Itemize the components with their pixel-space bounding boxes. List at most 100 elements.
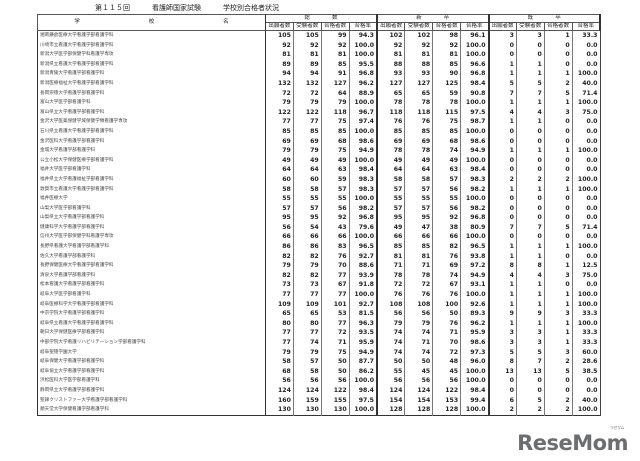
examinees-cell: 4 xyxy=(516,270,545,281)
pass-rate-cell: 0.0 xyxy=(572,203,601,214)
applicants-cell: 82 xyxy=(265,270,294,281)
applicants-cell: 72 xyxy=(377,280,406,291)
pass-rate-cell: 100.0 xyxy=(349,126,378,137)
applicants-cell: 79 xyxy=(265,261,294,271)
examinees-cell: 66 xyxy=(404,232,434,243)
passers-cell: 55 xyxy=(432,194,462,204)
examinees-cell: 0 xyxy=(516,203,545,214)
pass-rate-cell: 94.9 xyxy=(460,146,490,156)
examinees-cell: 1 xyxy=(516,318,545,329)
passers-cell: 76 xyxy=(321,251,350,262)
pass-rate-cell: 33.3 xyxy=(572,30,601,41)
table-row: 富山県立大学看護学部看護学科 122 122 118 96.7 118 118 115 97.5… xyxy=(37,107,601,118)
pass-rate-cell: 40.0 xyxy=(572,78,601,89)
examinees-cell: 5 xyxy=(516,347,545,358)
applicants-cell: 95 xyxy=(377,213,406,223)
applicants-cell: 77 xyxy=(265,290,294,300)
school-name: 石川県立看護大学看護学部看護学科 xyxy=(37,126,266,137)
pass-rate-cell: 100.0 xyxy=(460,405,490,416)
examinees-cell: 2 xyxy=(516,405,545,416)
school-name: 新潟県立看護大学看護学部看護学科 xyxy=(37,59,266,70)
applicants-cell: 108 xyxy=(377,299,406,310)
applicants-cell: 7 xyxy=(488,222,517,233)
pass-rate-cell: 96.0 xyxy=(460,357,490,367)
examinees-cell: 9 xyxy=(516,309,545,319)
passers-cell: 0 xyxy=(544,385,573,396)
group-header: 総 数 xyxy=(265,14,378,23)
passers-cell: 0 xyxy=(544,40,573,51)
examinees-cell: 82 xyxy=(293,270,322,281)
passers-cell: 38 xyxy=(432,222,462,233)
passers-cell: 81 xyxy=(432,50,462,60)
examinees-cell: 54 xyxy=(293,222,322,233)
applicants-cell: 66 xyxy=(377,232,406,243)
school-name: 金沢医科大学看護学部看護学科 xyxy=(37,136,266,147)
pass-rate-cell: 88.9 xyxy=(349,88,378,99)
pass-rate-cell: 38.5 xyxy=(572,366,601,377)
pass-rate-cell: 97.4 xyxy=(349,117,378,127)
pass-rate-cell: 86.2 xyxy=(349,366,378,377)
passers-cell: 68 xyxy=(321,136,350,147)
applicants-cell: 95 xyxy=(265,213,294,223)
table-row: 静岡県立大学看護学部看護学科 124 124 122 98.4 124 124 122 98.4… xyxy=(37,385,601,396)
school-name-header: 学校名 xyxy=(37,14,266,31)
examinees-cell: 64 xyxy=(293,165,322,175)
pass-rate-cell: 0.0 xyxy=(572,213,601,223)
pass-rate-cell: 100.0 xyxy=(349,290,378,300)
table-row: 順天堂大学保健看護学部看護学科 130 130 130 100.0 128 128 128 10… xyxy=(37,405,601,416)
table-row: 佐久大学看護学部看護学科 82 82 76 92.7 81 81 76 93.8 1 1 0 0.0 xyxy=(37,251,601,262)
table-row: 中部学院大学看護リハビリテーション学部看護学科 77 74 71 95.9 74 71 70 9… xyxy=(37,338,601,348)
pass-rate-cell: 96.8 xyxy=(460,69,490,79)
pass-rate-cell: 60.0 xyxy=(572,347,601,358)
passers-cell: 2 xyxy=(544,405,573,416)
applicants-cell: 8 xyxy=(488,357,517,367)
examinees-cell: 0 xyxy=(516,136,545,147)
pass-rate-cell: 92.6 xyxy=(460,299,490,310)
pass-rate-cell: 100.0 xyxy=(349,40,378,51)
pass-rate-cell: 93.8 xyxy=(460,251,490,262)
pass-rate-cell: 98.2 xyxy=(460,203,490,214)
school-name: 浜松医科大学医学部看護学科 xyxy=(37,376,266,386)
pass-rate-cell: 0.0 xyxy=(572,376,601,386)
examinees-cell: 79 xyxy=(293,261,322,271)
passers-cell: 49 xyxy=(321,155,350,166)
applicants-cell: 58 xyxy=(265,184,294,195)
examinees-cell: 74 xyxy=(404,347,434,358)
applicants-cell: 57 xyxy=(265,203,294,214)
passers-cell: 81 xyxy=(321,50,350,60)
examinees-cell: 56 xyxy=(293,376,322,386)
examinees-cell: 128 xyxy=(404,405,434,416)
applicants-cell: 1 xyxy=(488,184,517,195)
passers-cell: 63 xyxy=(321,165,350,175)
pass-rate-cell: 100.0 xyxy=(349,376,378,386)
applicants-cell: 64 xyxy=(377,165,406,175)
passers-cell: 2 xyxy=(544,78,573,89)
examinees-cell: 76 xyxy=(404,290,434,300)
applicants-cell: 0 xyxy=(488,126,517,137)
applicants-cell: 127 xyxy=(377,78,406,89)
resemom-logo: ReseMom リセマム xyxy=(517,425,628,455)
examinees-cell: 92 xyxy=(293,40,322,51)
applicants-cell: 86 xyxy=(265,242,294,252)
pass-rate-cell: 98.6 xyxy=(460,338,490,348)
passers-cell: 128 xyxy=(432,405,462,416)
table-row: 金沢大学医薬保健学域保健学類看護学専攻 77 77 75 97.4 76 76 75 98.7 1… xyxy=(37,117,601,127)
examinees-cell: 77 xyxy=(293,290,322,300)
applicants-cell: 77 xyxy=(265,328,294,338)
pass-rate-cell: 98.2 xyxy=(349,203,378,214)
passers-cell: 85 xyxy=(432,59,462,70)
school-name: 湘南鎌倉医療大学看護学部看護学科 xyxy=(37,30,266,41)
examinees-cell: 71 xyxy=(404,261,434,271)
pass-rate-cell: 93.9 xyxy=(349,270,378,281)
passers-cell: 77 xyxy=(321,290,350,300)
pass-rate-cell: 100.0 xyxy=(460,366,490,377)
applicants-cell: 92 xyxy=(265,40,294,51)
passers-cell: 3 xyxy=(544,309,573,319)
school-name: 長岡崇徳大学看護学部看護学科 xyxy=(37,88,266,99)
applicants-cell: 55 xyxy=(265,194,294,204)
examinees-cell: 7 xyxy=(516,222,545,233)
passers-cell: 75 xyxy=(321,117,350,127)
applicants-cell: 124 xyxy=(377,385,406,396)
pass-rate-cell: 92.7 xyxy=(349,251,378,262)
pass-rate-cell: 98.3 xyxy=(349,184,378,195)
